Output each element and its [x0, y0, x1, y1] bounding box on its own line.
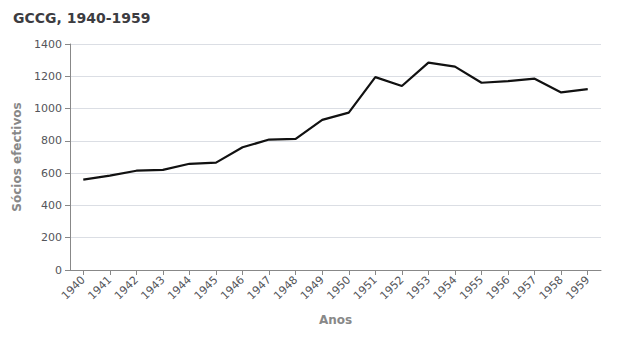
svg-text:600: 600: [41, 167, 62, 180]
svg-text:1941: 1941: [85, 273, 114, 302]
svg-text:1946: 1946: [218, 273, 247, 302]
svg-text:1952: 1952: [378, 273, 407, 302]
svg-text:Anos: Anos: [319, 313, 352, 327]
svg-text:1953: 1953: [404, 273, 433, 302]
svg-text:1958: 1958: [537, 273, 566, 302]
svg-text:400: 400: [41, 199, 62, 212]
svg-text:1955: 1955: [457, 273, 486, 302]
svg-text:1943: 1943: [139, 273, 168, 302]
svg-text:0: 0: [55, 264, 62, 277]
svg-text:1947: 1947: [245, 273, 274, 302]
svg-text:1951: 1951: [351, 273, 380, 302]
svg-text:1940: 1940: [59, 273, 88, 302]
svg-text:1954: 1954: [431, 273, 460, 302]
svg-text:1942: 1942: [112, 273, 141, 302]
svg-text:1948: 1948: [271, 273, 300, 302]
svg-text:1949: 1949: [298, 273, 327, 302]
svg-text:800: 800: [41, 134, 62, 147]
svg-text:1957: 1957: [510, 273, 539, 302]
svg-text:1950: 1950: [324, 273, 353, 302]
svg-text:200: 200: [41, 231, 62, 244]
svg-text:GCCG, 1940-1959: GCCG, 1940-1959: [13, 10, 150, 26]
svg-text:Sócios efectivos: Sócios efectivos: [10, 102, 24, 211]
svg-text:1000: 1000: [34, 102, 62, 115]
svg-text:1945: 1945: [192, 273, 221, 302]
svg-text:1200: 1200: [34, 70, 62, 83]
svg-text:1959: 1959: [563, 273, 592, 302]
svg-text:1400: 1400: [34, 38, 62, 51]
svg-text:1956: 1956: [484, 273, 513, 302]
svg-text:1944: 1944: [165, 273, 194, 302]
